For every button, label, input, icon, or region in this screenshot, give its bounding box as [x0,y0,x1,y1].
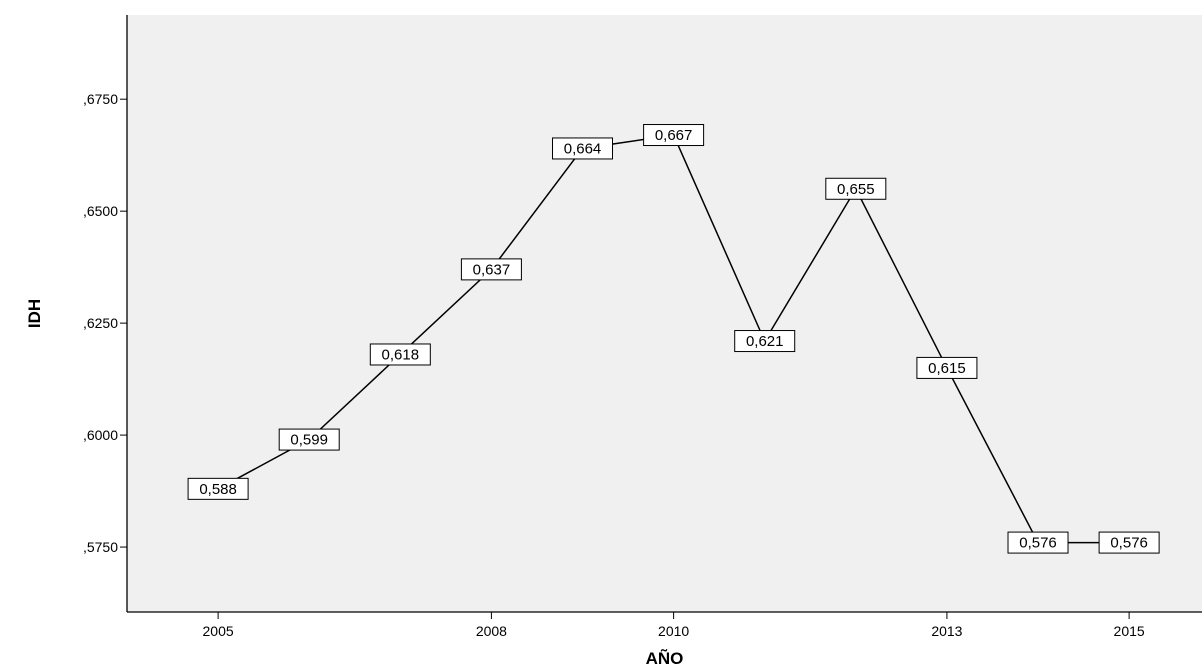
data-label-box [734,330,796,353]
data-label-box [552,137,614,160]
data-label-text: 0,576 [1019,535,1057,552]
data-label-text: 0,667 [655,127,693,144]
data-label: 0,599 [278,428,340,451]
data-label: 0,637 [460,258,522,281]
y-axis: ,5750 ,6000 ,6250 ,6500 ,6750 [83,15,128,612]
data-label-text: 0,637 [473,261,511,278]
data-label-box [916,356,978,379]
data-label-text: 0,664 [564,140,602,157]
y-tick-label: ,5750 [83,539,118,555]
x-axis-title: AÑO [646,648,684,668]
x-tick-label: 2015 [1114,623,1145,639]
data-label-box [460,258,522,281]
x-tick-label: 2005 [203,623,234,639]
data-label: 0,621 [734,330,796,353]
data-label-text: 0,618 [382,346,420,363]
data-label: 0,664 [552,137,614,160]
data-label-box [187,477,249,500]
y-tick-label: ,6500 [83,203,118,219]
data-label: 0,618 [369,343,431,366]
y-tick-label: ,6250 [83,315,118,331]
data-label-text: 0,621 [746,333,784,350]
data-label-box [369,343,431,366]
data-label-box [1098,531,1160,554]
plot-area [127,15,1202,612]
data-label-text: 0,588 [199,481,237,498]
data-labels: 0,588 0,599 0,618 0,637 0,664 0,667 0,621 0,655… [187,124,1160,554]
x-tick-label: 2010 [658,623,689,639]
x-tick-label: 2013 [931,623,962,639]
data-label-box [825,177,887,200]
data-label: 0,588 [187,477,249,500]
x-axis: 2005 2008 2010 2013 2015 [127,611,1202,639]
data-label-text: 0,576 [1110,535,1148,552]
y-axis-title: IDH [25,299,44,328]
data-label: 0,615 [916,356,978,379]
data-label: 0,655 [825,177,887,200]
data-label-box [643,124,705,147]
data-label: 0,576 [1007,531,1069,554]
data-label-text: 0,655 [837,181,875,198]
data-label-box [1007,531,1069,554]
x-tick-label: 2008 [476,623,507,639]
data-label-text: 0,599 [290,432,328,449]
y-tick-label: ,6750 [83,91,118,107]
data-label: 0,576 [1098,531,1160,554]
data-label-box [278,428,340,451]
data-label-text: 0,615 [928,360,966,377]
data-label: 0,667 [643,124,705,147]
y-tick-label: ,6000 [83,427,118,443]
